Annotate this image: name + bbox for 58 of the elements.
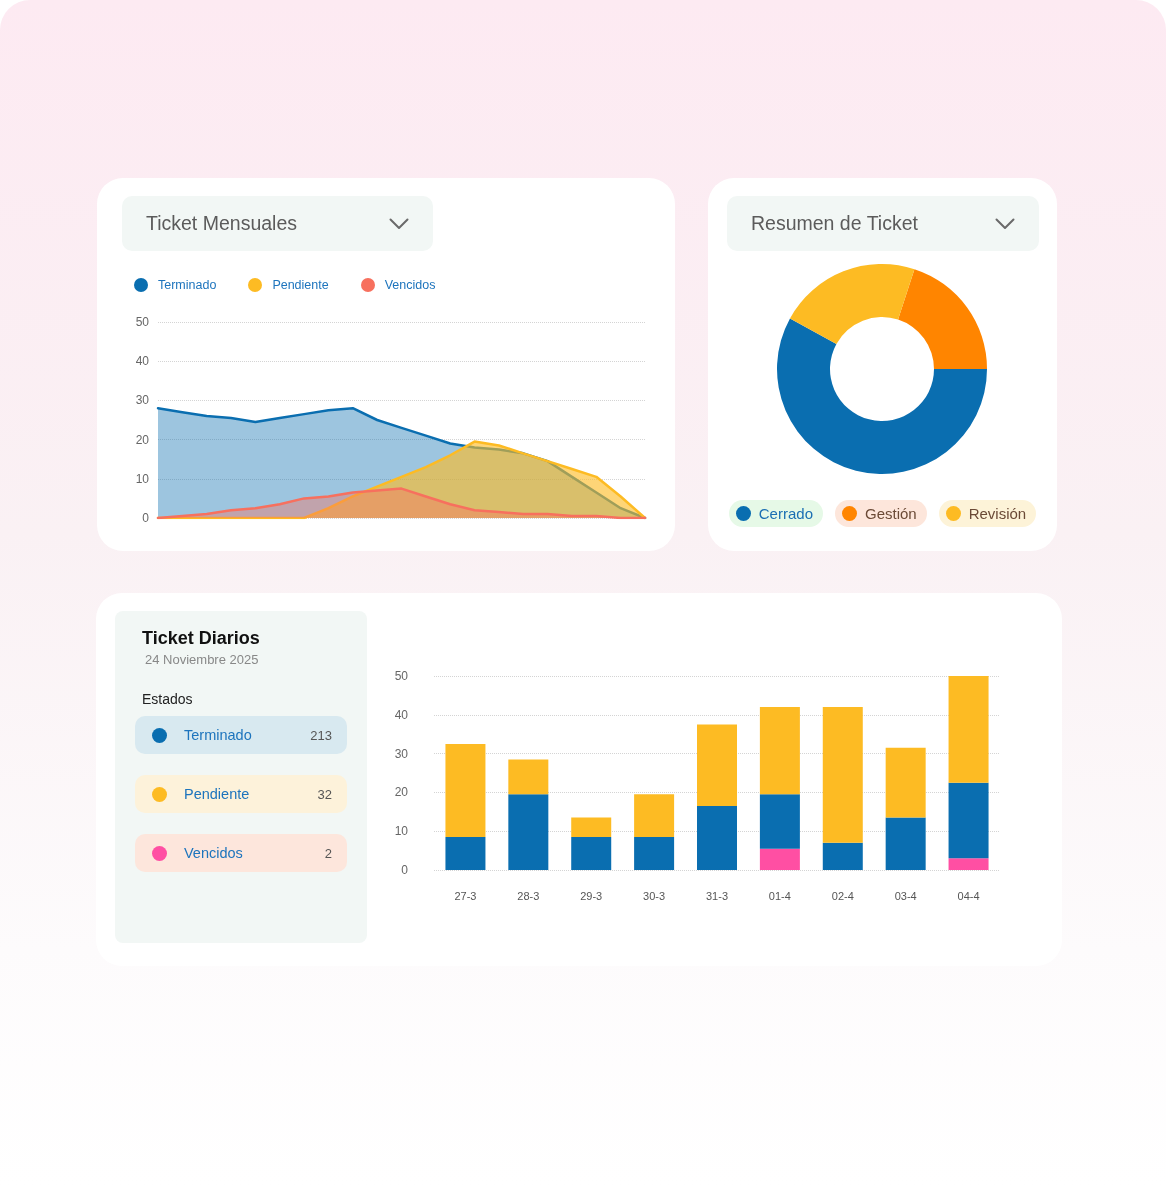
bar: [571, 837, 612, 870]
y-tick-label: 50: [394, 669, 409, 683]
legend-label: Cerrado: [758, 505, 813, 522]
bar: [445, 743, 486, 838]
x-tick-label: 03-4: [894, 889, 917, 902]
x-tick-label: 30-3: [643, 889, 666, 902]
y-tick-label: 40: [394, 707, 409, 722]
y-tick-label: 10: [135, 471, 150, 486]
legend-label: Pendiente: [272, 278, 329, 292]
bar: [885, 817, 926, 870]
y-tick-label: 20: [394, 785, 409, 800]
text: Ticket Diarios: [142, 627, 260, 649]
legend-label: Pendiente: [184, 786, 250, 802]
y-tick-label: 40: [135, 354, 150, 369]
bar: [822, 707, 863, 843]
legend-label: Gestión: [864, 505, 917, 522]
chart-title: Resumen de Ticket: [751, 211, 918, 236]
bar: [634, 837, 675, 870]
bar: [445, 837, 486, 870]
y-tick-label: 0: [142, 511, 150, 525]
bar: [822, 842, 863, 870]
y-tick-label: 0: [401, 863, 409, 877]
bar: [759, 707, 800, 795]
bar: [759, 848, 800, 870]
x-tick-label: 27-3: [454, 889, 477, 902]
bar: [508, 794, 549, 870]
bar: [885, 747, 926, 818]
bar: [634, 794, 675, 838]
legend-label: Vencidos: [384, 278, 436, 292]
text: 2: [324, 845, 332, 861]
chart-title: Ticket Mensuales: [146, 211, 298, 236]
legend-label: Terminado: [158, 278, 217, 292]
y-tick-label: 30: [135, 393, 150, 408]
y-tick-label: 30: [394, 746, 409, 761]
x-tick-label: 04-4: [957, 889, 980, 902]
x-tick-label: 29-3: [580, 889, 603, 902]
x-tick-label: 28-3: [517, 889, 540, 902]
bar: [759, 794, 800, 849]
x-tick-label: 02-4: [831, 889, 854, 902]
legend-label: Revisión: [968, 505, 1027, 522]
bar: [948, 858, 989, 870]
y-tick-label: 50: [135, 315, 150, 329]
text: 24 Noviembre 2025: [145, 652, 259, 668]
bar: [948, 782, 989, 859]
bar: [948, 676, 989, 783]
bar: [697, 724, 737, 806]
y-tick-label: 10: [394, 824, 409, 839]
legend-label: Vencidos: [184, 845, 243, 861]
y-tick-label: 20: [135, 432, 150, 447]
x-tick-label: 01-4: [768, 889, 791, 902]
bar: [571, 817, 612, 838]
legend-title: Estados: [142, 690, 193, 708]
x-tick-label: 31-3: [705, 889, 729, 902]
legend-label: Terminado: [184, 727, 252, 743]
bar: [508, 759, 549, 795]
bar: [697, 805, 737, 870]
text: 32: [317, 786, 332, 802]
text: 213: [310, 727, 332, 743]
